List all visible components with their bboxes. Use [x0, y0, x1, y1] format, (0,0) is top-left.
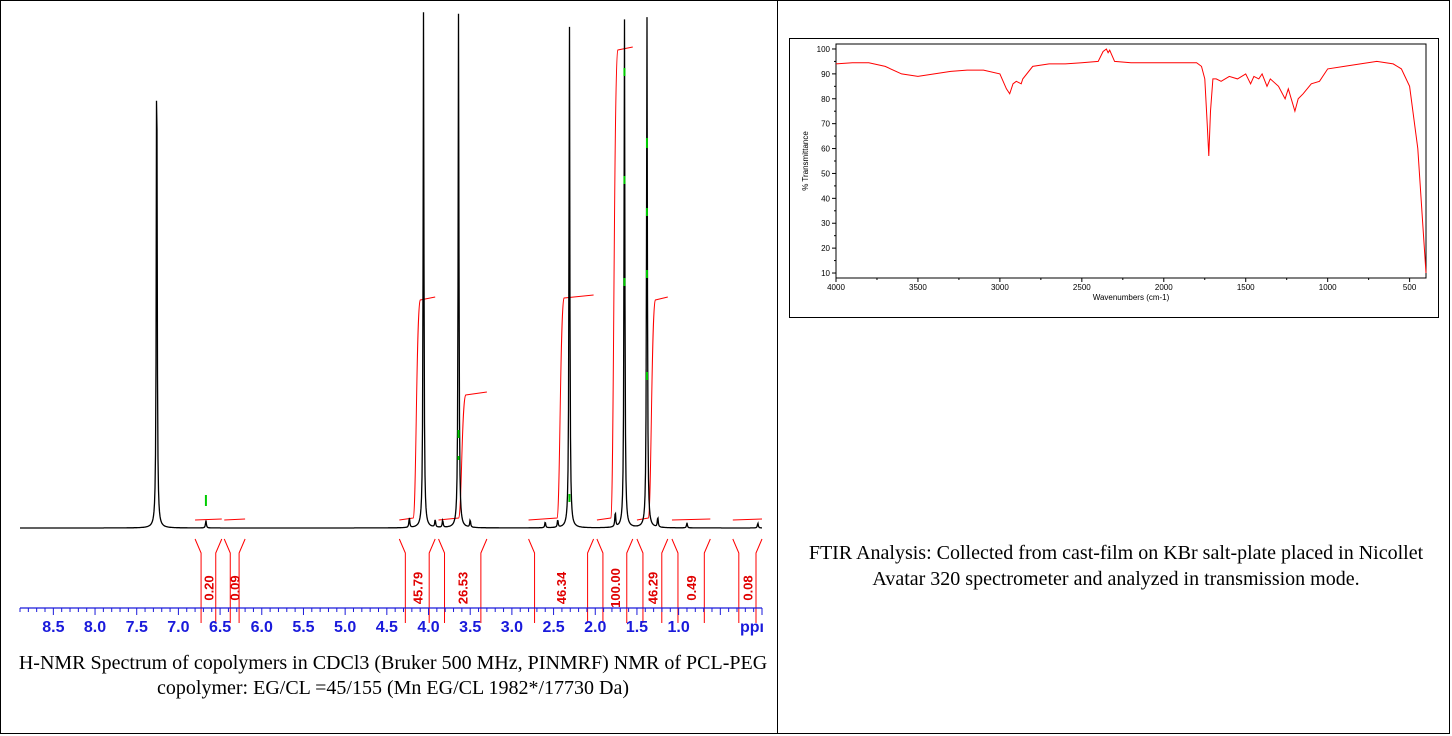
integral-value-label: 100.00	[608, 568, 623, 608]
ftir-y-tick-label: 90	[821, 70, 830, 79]
ftir-x-tick-label: 1500	[1237, 283, 1255, 292]
ftir-y-tick-label: 80	[821, 95, 830, 104]
ftir-axes: 10 20 30 40 50 60 70 80 90 100 4000 3500 3000 2500 200…	[817, 43, 1427, 292]
nmr-integral-curves	[195, 46, 763, 521]
integral-value-label: 46.34	[554, 571, 569, 604]
integral-curve	[195, 518, 222, 521]
panel-divider	[777, 0, 778, 734]
integral-value-label: 0.49	[684, 575, 699, 600]
integral-bracket-right	[428, 538, 436, 623]
integral-bracket-right	[587, 538, 595, 623]
ppm-tick-label: 4.0	[417, 619, 439, 636]
ppm-tick-label: 5.5	[292, 619, 314, 636]
integral-curve	[528, 294, 594, 521]
integral-value-label: 0.08	[740, 575, 755, 600]
ppm-tick-label: 1.0	[668, 619, 690, 636]
ppm-tick-label: 6.5	[209, 619, 231, 636]
ppm-tick-label: 2.5	[542, 619, 564, 636]
integral-value-label: 45.79	[410, 572, 425, 605]
integral-curve	[596, 46, 633, 521]
integral-bracket-left	[528, 538, 536, 623]
ppm-tick-label: 8.5	[42, 619, 64, 636]
ppm-tick-label: 4.5	[376, 619, 398, 636]
integral-value-label: 0.20	[201, 575, 216, 600]
ftir-x-tick-label: 1000	[1319, 283, 1337, 292]
ftir-y-tick-label: 30	[821, 219, 830, 228]
ftir-y-tick-label: 20	[821, 244, 830, 253]
integral-curve	[671, 518, 711, 521]
ftir-y-tick-label: 100	[817, 45, 831, 54]
ftir-x-tick-label: 3500	[909, 283, 927, 292]
ppm-tick-label: 2.0	[584, 619, 606, 636]
nmr-integral-brackets: 0.20 0.09 45.79 26.53 46.34 100.00 46.29 0.49 0.…	[194, 538, 763, 623]
integral-bracket-left	[636, 538, 644, 623]
ftir-x-tick-label: 2000	[1155, 283, 1173, 292]
ppm-tick-label: 7.0	[167, 619, 189, 636]
integral-bracket-right	[215, 538, 223, 623]
ftir-x-axis-label: Wavenumbers (cm-1)	[1093, 293, 1170, 302]
integral-bracket-left	[438, 538, 446, 623]
ppm-tick-label: 8.0	[84, 619, 106, 636]
ftir-x-tick-label: 4000	[827, 283, 845, 292]
ftir-y-tick-label: 40	[821, 194, 830, 203]
integral-bracket-right	[661, 538, 669, 623]
ppm-tick-label: 3.0	[501, 619, 523, 636]
ppm-unit-label: ppı	[740, 619, 764, 636]
ppm-tick-label: 1.5	[626, 619, 648, 636]
integral-bracket-left	[732, 538, 740, 623]
integral-bracket-right	[238, 538, 246, 623]
integral-bracket-left	[194, 538, 202, 623]
nmr-ppm-axis: 8.5 8.0 7.5 7.0 6.5 6.0 5.5 5.0 4.5 4.0 3.5 3.0 2.5 2…	[19, 607, 764, 636]
ftir-spectrum-chart: 10 20 30 40 50 60 70 80 90 100 4000 3500 3000 2500 200…	[789, 38, 1439, 318]
ftir-y-tick-label: 50	[821, 169, 830, 178]
integral-bracket-right	[626, 538, 634, 623]
integral-curve	[399, 296, 436, 521]
nmr-spectrum-chart: 0.20 0.09 45.79 26.53 46.34 100.00 46.29 0.49 0.…	[19, 12, 764, 636]
integral-bracket-right	[755, 538, 763, 623]
integral-value-label: 26.53	[456, 572, 471, 605]
integral-bracket-left	[223, 538, 231, 623]
integral-curve	[636, 296, 668, 521]
integral-curve	[224, 518, 246, 521]
ftir-y-tick-label: 10	[821, 269, 830, 278]
nmr-spectrum-trace	[20, 12, 762, 529]
ftir-outer-border	[789, 38, 1439, 318]
integral-bracket-right	[480, 538, 488, 623]
ftir-y-tick-label: 70	[821, 120, 830, 129]
integral-bracket-right	[703, 538, 711, 623]
ppm-tick-label: 5.0	[334, 619, 356, 636]
nmr-caption: H-NMR Spectrum of copolymers in CDCl3 (B…	[18, 652, 768, 699]
ppm-tick-label: 7.5	[126, 619, 148, 636]
ftir-spectrum-trace	[835, 48, 1427, 274]
ppm-tick-label: 3.5	[459, 619, 481, 636]
ftir-y-axis-label: % Transmittance	[801, 131, 810, 191]
integral-curve	[438, 391, 487, 521]
ftir-x-tick-label: 500	[1403, 283, 1417, 292]
ppm-tick-label: 6.0	[251, 619, 273, 636]
ftir-x-tick-label: 3000	[991, 283, 1009, 292]
ftir-caption: FTIR Analysis: Collected from cast-film …	[808, 542, 1424, 590]
integral-bracket-left	[596, 538, 604, 623]
integral-bracket-left	[398, 538, 406, 623]
integral-curve	[732, 518, 763, 521]
ftir-x-tick-label: 2500	[1073, 283, 1091, 292]
integral-value-label: 0.09	[228, 575, 243, 600]
ftir-y-tick-label: 60	[821, 145, 830, 154]
nmr-markers	[204, 68, 648, 506]
integral-value-label: 46.29	[645, 572, 660, 605]
integral-bracket-left	[671, 538, 679, 623]
